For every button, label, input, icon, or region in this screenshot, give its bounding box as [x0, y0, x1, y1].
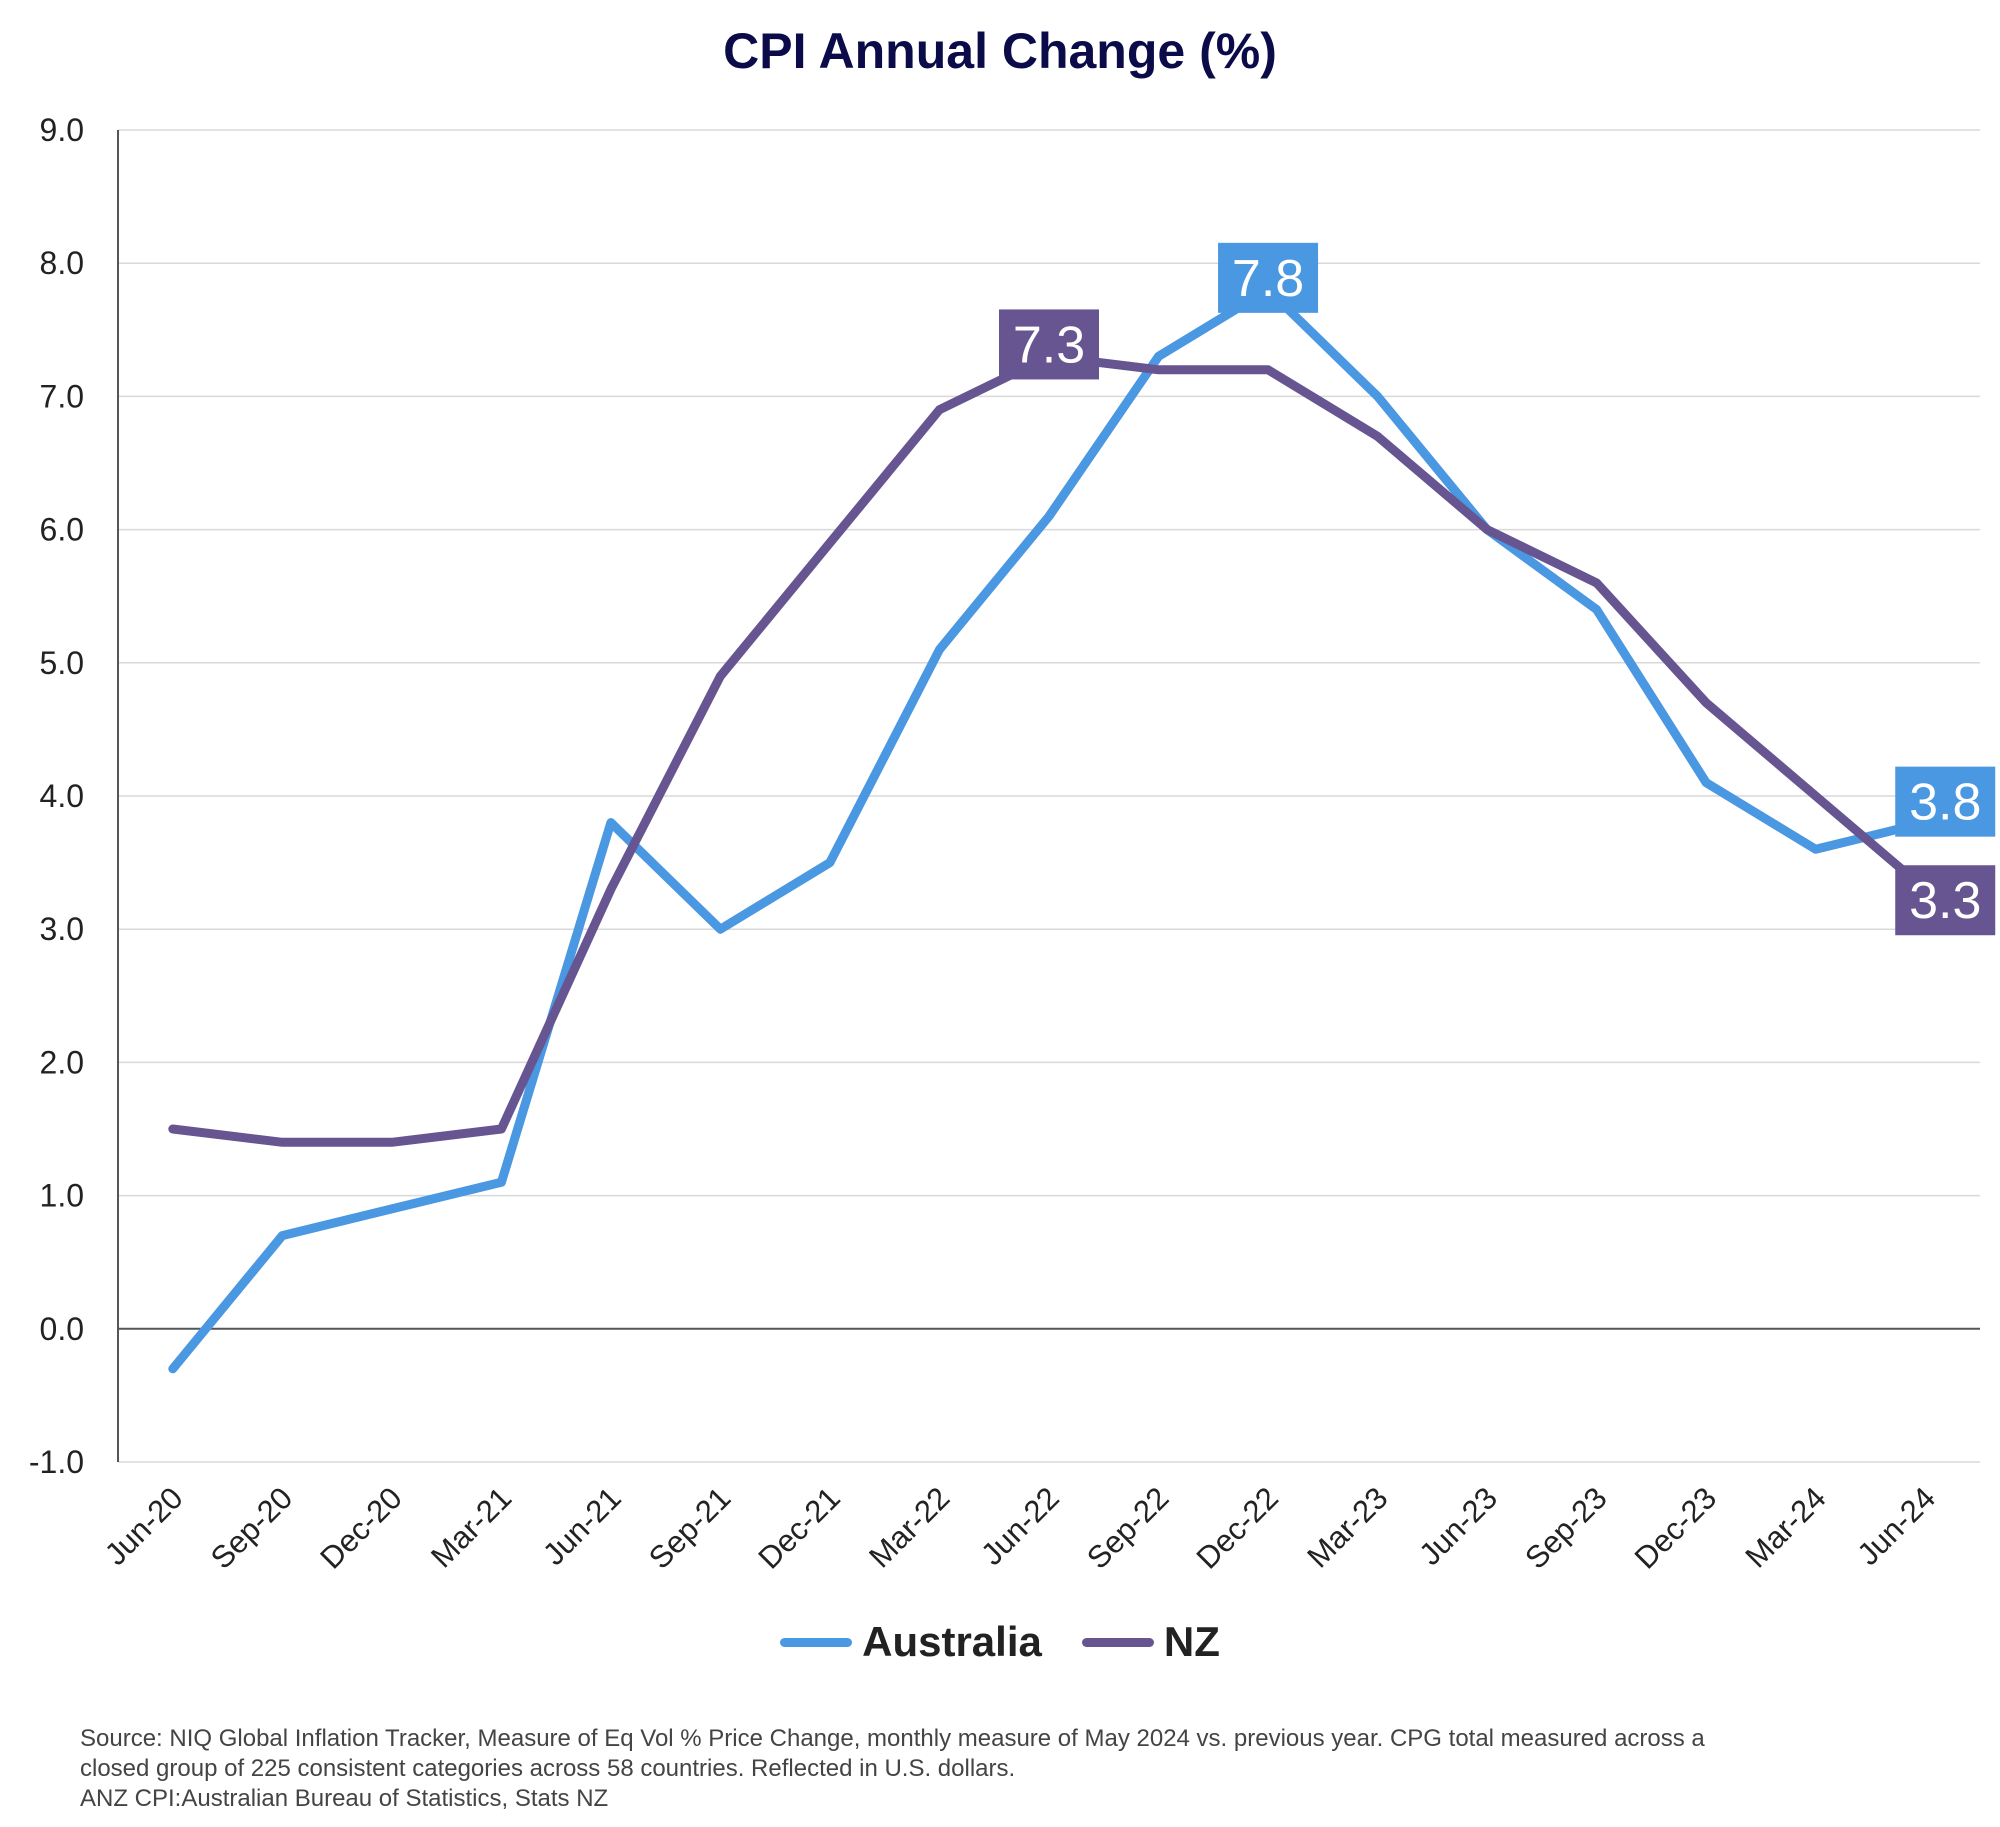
data-label-text: 7.8: [1232, 250, 1304, 308]
x-tick-label: Mar-24: [1738, 1480, 1832, 1574]
data-point-australia: [719, 928, 721, 930]
data-label-australia-jun-24: 3.8: [1895, 766, 1996, 837]
data-point-nz: [281, 1141, 283, 1143]
x-tick-label: Jun-23: [1412, 1480, 1504, 1572]
data-point-nz: [1705, 702, 1707, 704]
footnote-line-3: ANZ CPI:Australian Bureau of Statistics,…: [80, 1785, 609, 1812]
data-point-nz: [938, 409, 940, 411]
data-point-australia: [1596, 609, 1598, 611]
series-line-nz: [168, 351, 1930, 1147]
data-point-australia: [1048, 515, 1050, 517]
data-labels: 7.3 7.8 3.8 3.3: [999, 242, 1996, 936]
x-tick-label: Dec-21: [751, 1480, 846, 1575]
y-tick-label: 8.0: [40, 245, 84, 281]
y-tick-label: 2.0: [40, 1044, 84, 1080]
y-tick-label: 6.0: [40, 512, 84, 548]
y-tick-label: 4.0: [40, 778, 84, 814]
data-point-australia: [1705, 782, 1707, 784]
data-point-australia: [281, 1235, 283, 1237]
y-tick-label: -1.0: [29, 1444, 84, 1480]
legend-swatch-australia: [780, 1637, 853, 1647]
x-tick-label: Sep-21: [642, 1480, 737, 1575]
data-point-nz: [172, 1128, 174, 1130]
data-label-text: 3.3: [1909, 872, 1981, 930]
data-point-australia: [391, 1208, 393, 1210]
data-label-text: 7.3: [1013, 316, 1085, 374]
footnote-line-1: Source: NIQ Global Inflation Tracker, Me…: [80, 1725, 1705, 1752]
series-line-australia: [168, 285, 1930, 1374]
data-point-nz: [500, 1128, 502, 1130]
x-tick-label: Mar-22: [862, 1480, 956, 1574]
data-point-nz: [1596, 582, 1598, 584]
data-point-nz: [1158, 369, 1160, 371]
legend-item-australia[interactable]: Australia: [780, 1618, 1042, 1666]
data-point-nz: [829, 542, 831, 544]
legend: Australia NZ: [0, 1618, 2000, 1666]
series-lines: [168, 285, 1930, 1374]
x-tick-label: Mar-21: [424, 1480, 518, 1574]
data-point-australia: [1158, 355, 1160, 357]
data-point-australia: [172, 1368, 174, 1370]
legend-item-nz[interactable]: NZ: [1081, 1618, 1220, 1666]
data-point-australia: [500, 1181, 502, 1183]
y-tick-label: 7.0: [40, 378, 84, 414]
y-tick-label: 5.0: [40, 645, 84, 681]
data-label-box: [1895, 766, 1996, 837]
y-tick-label: 0.0: [40, 1311, 84, 1347]
x-tick-label: Sep-22: [1080, 1480, 1175, 1575]
x-tick-label: Sep-23: [1518, 1480, 1613, 1575]
data-point-nz: [1377, 435, 1379, 437]
x-tick-label: Jun-24: [1850, 1480, 1942, 1572]
data-point-nz: [1486, 529, 1488, 531]
x-tick-label: Jun-21: [536, 1480, 628, 1572]
footnote-line-2: closed group of 225 consistent categorie…: [80, 1755, 1016, 1782]
source-footnote: Source: NIQ Global Inflation Tracker, Me…: [80, 1724, 1940, 1814]
x-tick-label: Jun-20: [98, 1480, 190, 1572]
data-point-australia: [610, 822, 612, 824]
data-point-australia: [1815, 848, 1817, 850]
data-point-nz: [719, 675, 721, 677]
data-label-text: 3.8: [1909, 774, 1981, 832]
data-point-nz: [1267, 369, 1269, 371]
x-tick-label: Dec-20: [313, 1480, 408, 1575]
y-tick-label: 9.0: [40, 112, 84, 148]
data-point-nz: [1815, 795, 1817, 797]
y-axis-ticks: 9.0 8.0 7.0 6.0 5.0 4.0 3.0 2.0 1.0 0.0 -1.0: [29, 112, 84, 1480]
chart-title: CPI Annual Change (%): [723, 23, 1277, 79]
data-label-box: [1218, 242, 1319, 313]
x-axis-ticks: Jun-20 Sep-20 Dec-20 Mar-21 Jun-21 Sep-21 Dec-…: [98, 1480, 1942, 1575]
data-label-box: [999, 309, 1099, 380]
legend-label-australia: Australia: [862, 1618, 1042, 1665]
y-tick-label: 1.0: [40, 1178, 84, 1214]
data-label-australia-dec-22: 7.8: [1218, 242, 1319, 313]
data-label-nz-jun-24: 3.3: [1895, 865, 1996, 936]
data-point-australia: [829, 862, 831, 864]
data-label-box: [1895, 865, 1996, 936]
x-tick-label: Sep-20: [204, 1480, 299, 1575]
data-point-nz: [391, 1141, 393, 1143]
data-point-australia: [938, 648, 940, 650]
data-point-australia: [1377, 395, 1379, 397]
data-point-nz: [610, 888, 612, 890]
legend-label-nz: NZ: [1163, 1618, 1220, 1665]
data-label-nz-jun-22: 7.3: [999, 309, 1099, 380]
x-tick-label: Jun-22: [974, 1480, 1066, 1572]
x-tick-label: Dec-23: [1628, 1480, 1723, 1575]
legend-swatch-nz: [1081, 1637, 1154, 1647]
x-tick-label: Mar-23: [1300, 1480, 1394, 1574]
x-tick-label: Dec-22: [1190, 1480, 1285, 1575]
y-tick-label: 3.0: [40, 911, 84, 947]
